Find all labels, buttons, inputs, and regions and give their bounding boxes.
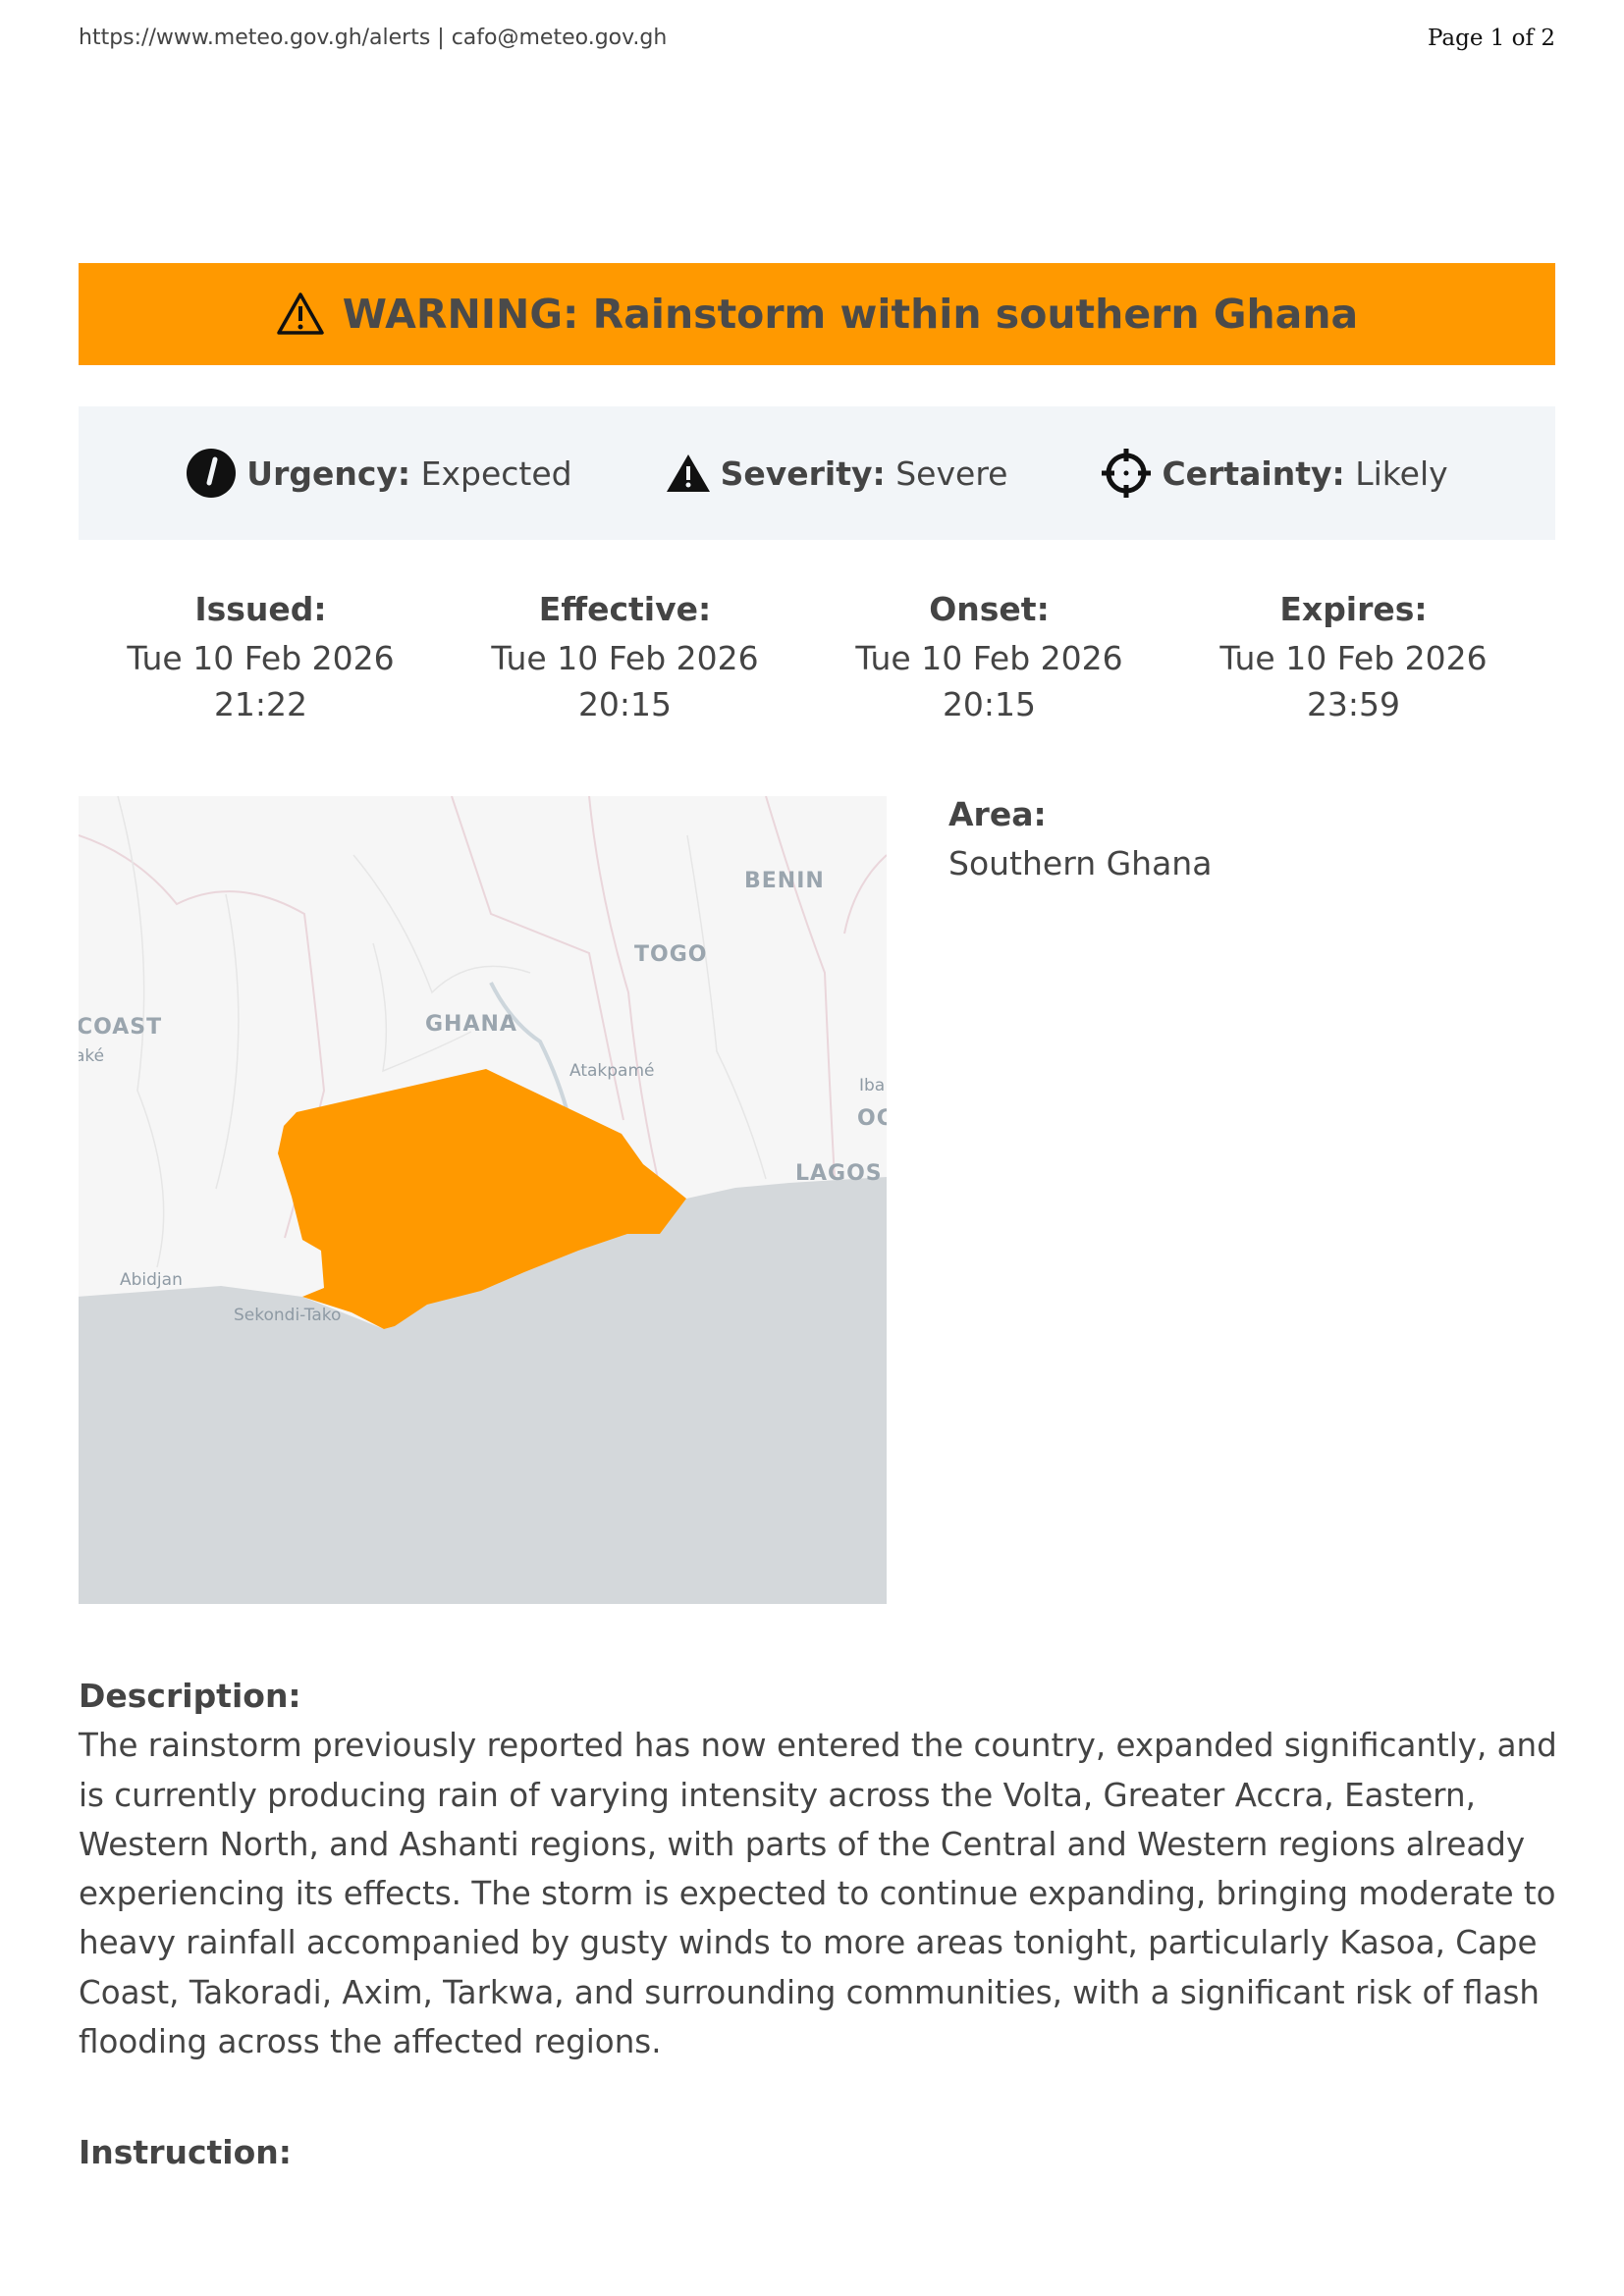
urgency: Urgency: Expected [186, 448, 572, 499]
crosshair-icon [1102, 449, 1152, 498]
area-section: Area: Southern Ghana [948, 790, 1212, 888]
severity: Severity: Severe [666, 453, 1007, 494]
map-label-ake: aké [79, 1046, 104, 1066]
map-label-oc: OC [857, 1106, 887, 1131]
map-label-togo: TOGO [634, 942, 707, 967]
map-label-iba: Iba [859, 1076, 885, 1095]
warning-area-polygon [278, 1069, 686, 1329]
alert-dates: Issued: Tue 10 Feb 2026 21:22 Effective: Tu… [79, 585, 1536, 726]
lake-volta [489, 982, 571, 1121]
map-label-lagos: LAGOS [795, 1161, 883, 1186]
map-sea [79, 1177, 887, 1604]
map-label-abidjan: Abidjan [120, 1270, 183, 1290]
map-label-coast: COAST [79, 1015, 162, 1040]
map-label-benin: BENIN [744, 869, 825, 893]
alert-info-bar: Urgency: Expected Severity: Severe Certa… [79, 406, 1555, 540]
alert-title: WARNING: Rainstorm within southern Ghana [342, 291, 1359, 338]
description-section: Description: The rainstorm previously re… [79, 1672, 1561, 2066]
description-text: The rainstorm previously reported has no… [79, 1727, 1557, 2061]
issued: Issued: Tue 10 Feb 2026 21:22 [127, 590, 395, 723]
warning-filled-icon [666, 454, 710, 492]
warning-banner: WARNING: Rainstorm within southern Ghana [79, 263, 1555, 365]
alert-area-map: BENIN TOGO GHANA COAST LAGOS OC Atakpamé… [79, 796, 887, 1604]
instruction-section: Instruction: [79, 2133, 292, 2171]
map-label-ghana: GHANA [425, 1012, 517, 1037]
page-number: Page 1 of 2 [1427, 26, 1555, 51]
area-value: Southern Ghana [948, 844, 1213, 882]
header-site-contact: https://www.meteo.gov.gh/alerts | cafo@m… [79, 26, 668, 50]
expires: Expires: Tue 10 Feb 2026 23:59 [1219, 590, 1488, 723]
effective: Effective: Tue 10 Feb 2026 20:15 [491, 590, 759, 723]
warning-triangle-icon [277, 293, 324, 335]
certainty: Certainty: Likely [1101, 448, 1448, 499]
onset: Onset: Tue 10 Feb 2026 20:15 [855, 590, 1123, 723]
map-label-atakpame: Atakpamé [569, 1061, 655, 1081]
clock-icon [187, 449, 237, 498]
map-label-sekondi: Sekondi-Tako [234, 1306, 341, 1325]
